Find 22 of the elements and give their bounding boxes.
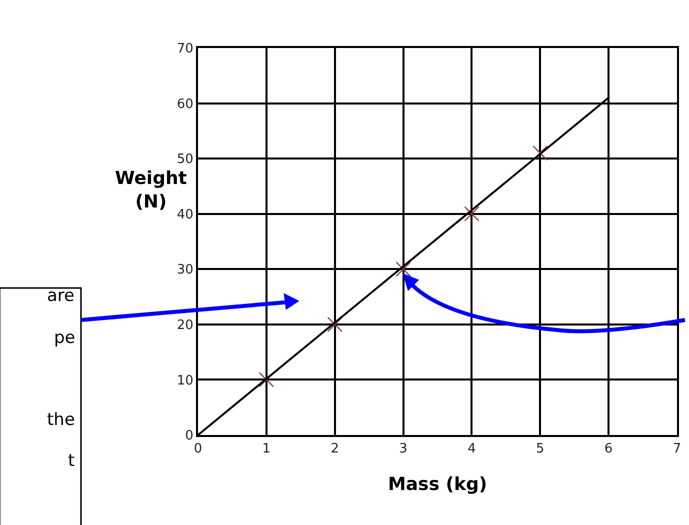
point [396,262,411,277]
x-axis-title: Mass (kg) [388,474,488,495]
text: are [47,286,74,306]
y-tick-label: 70 [176,42,194,57]
text: pe [54,328,76,348]
y-tick-label: 20 [176,318,194,333]
x-tick-label: 4 [468,442,476,457]
x-tick-label: 2 [330,442,339,457]
y-tick-label: 10 [176,373,194,388]
y-tick-label: 50 [176,152,194,168]
text: the [47,410,75,430]
x-tick-label: 5 [536,442,544,457]
y-tick-label: 30 [176,262,194,278]
y-tick-label: 60 [176,96,194,112]
x-tick-label: 3 [399,442,408,457]
text: t [68,451,75,471]
x-tick-label: 7 [672,442,682,457]
point [464,206,480,222]
x-tick-label: 1 [262,442,271,457]
point [327,316,342,332]
y-tick-label: 0 [185,428,194,444]
x-tick-label: 6 [604,442,613,457]
